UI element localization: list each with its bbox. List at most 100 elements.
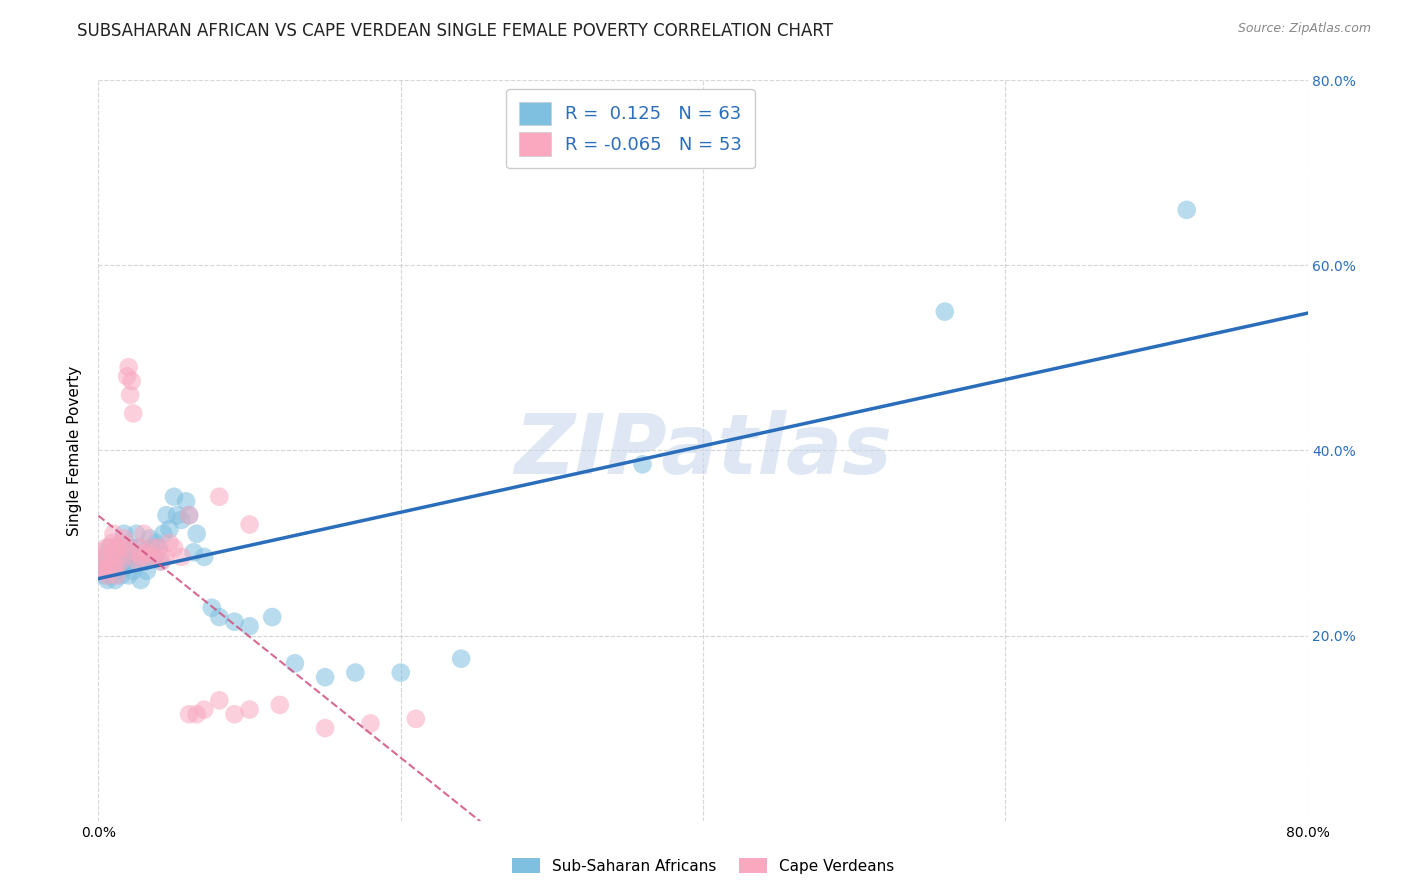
Point <box>103 559 125 574</box>
Point <box>224 707 246 722</box>
Point <box>112 532 135 546</box>
Point <box>90 545 112 559</box>
Point <box>179 508 201 523</box>
Point <box>208 693 231 707</box>
Point <box>114 541 136 555</box>
Point <box>224 615 246 629</box>
Point <box>141 541 163 555</box>
Point <box>91 564 114 578</box>
Point <box>239 517 262 532</box>
Point <box>132 526 155 541</box>
Point <box>148 541 170 555</box>
Point <box>152 526 174 541</box>
Text: ZIPatlas: ZIPatlas <box>515 410 891 491</box>
Point <box>96 568 118 582</box>
Point <box>120 541 142 555</box>
Point <box>208 490 231 504</box>
Point <box>100 541 122 555</box>
Text: Source: ZipAtlas.com: Source: ZipAtlas.com <box>1237 22 1371 36</box>
Y-axis label: Single Female Poverty: Single Female Poverty <box>67 366 83 535</box>
Point <box>103 545 125 559</box>
Point <box>145 536 167 550</box>
Point <box>132 545 155 559</box>
Point <box>98 541 121 555</box>
Point <box>103 549 125 564</box>
Point <box>122 407 145 421</box>
Point <box>166 508 188 523</box>
Point <box>179 707 201 722</box>
Point <box>450 651 472 665</box>
Point <box>115 545 138 559</box>
Point <box>112 526 135 541</box>
Point <box>89 554 111 569</box>
Point <box>201 600 224 615</box>
Point <box>105 568 128 582</box>
Point <box>239 703 262 717</box>
Point <box>105 549 128 564</box>
Point <box>128 541 150 555</box>
Point <box>155 508 177 523</box>
Point <box>344 665 367 680</box>
Point <box>125 526 148 541</box>
Point <box>139 532 162 546</box>
Point <box>170 513 193 527</box>
Point <box>389 665 412 680</box>
Point <box>284 657 307 671</box>
Point <box>103 526 125 541</box>
Point <box>94 559 117 574</box>
Point <box>1175 202 1198 217</box>
Point <box>121 374 143 388</box>
Point <box>186 526 208 541</box>
Point <box>93 549 115 564</box>
Point <box>121 554 143 569</box>
Point <box>128 541 150 555</box>
Point <box>163 490 186 504</box>
Point <box>91 554 114 569</box>
Point <box>114 559 136 574</box>
Point <box>405 712 427 726</box>
Legend: Sub-Saharan Africans, Cape Verdeans: Sub-Saharan Africans, Cape Verdeans <box>506 852 900 880</box>
Point <box>170 549 193 564</box>
Point <box>110 554 132 569</box>
Point <box>100 554 122 569</box>
Point <box>179 508 201 523</box>
Point <box>90 564 112 578</box>
Point <box>183 545 205 559</box>
Point <box>163 541 186 555</box>
Point <box>108 564 131 578</box>
Point <box>93 568 115 582</box>
Point <box>314 721 336 735</box>
Point <box>104 559 127 574</box>
Point <box>142 541 165 555</box>
Point <box>108 549 131 564</box>
Point <box>150 554 173 569</box>
Point <box>153 549 176 564</box>
Point <box>159 536 181 550</box>
Point <box>129 573 152 587</box>
Point <box>262 610 284 624</box>
Point <box>120 388 142 402</box>
Point <box>145 549 167 564</box>
Point <box>101 536 124 550</box>
Point <box>143 549 166 564</box>
Point <box>135 564 157 578</box>
Point <box>127 549 149 564</box>
Point <box>135 545 157 559</box>
Point <box>186 707 208 722</box>
Point <box>122 564 145 578</box>
Point <box>110 536 132 550</box>
Point <box>110 568 132 582</box>
Legend: R =  0.125   N = 63, R = -0.065   N = 53: R = 0.125 N = 63, R = -0.065 N = 53 <box>506 89 755 169</box>
Point <box>104 573 127 587</box>
Point <box>139 549 162 564</box>
Point <box>127 554 149 569</box>
Point <box>111 536 134 550</box>
Point <box>314 670 336 684</box>
Point <box>159 522 181 536</box>
Point <box>118 360 141 375</box>
Point <box>208 610 231 624</box>
Point <box>134 554 156 569</box>
Point <box>101 568 124 582</box>
Point <box>98 564 121 578</box>
Point <box>239 619 262 633</box>
